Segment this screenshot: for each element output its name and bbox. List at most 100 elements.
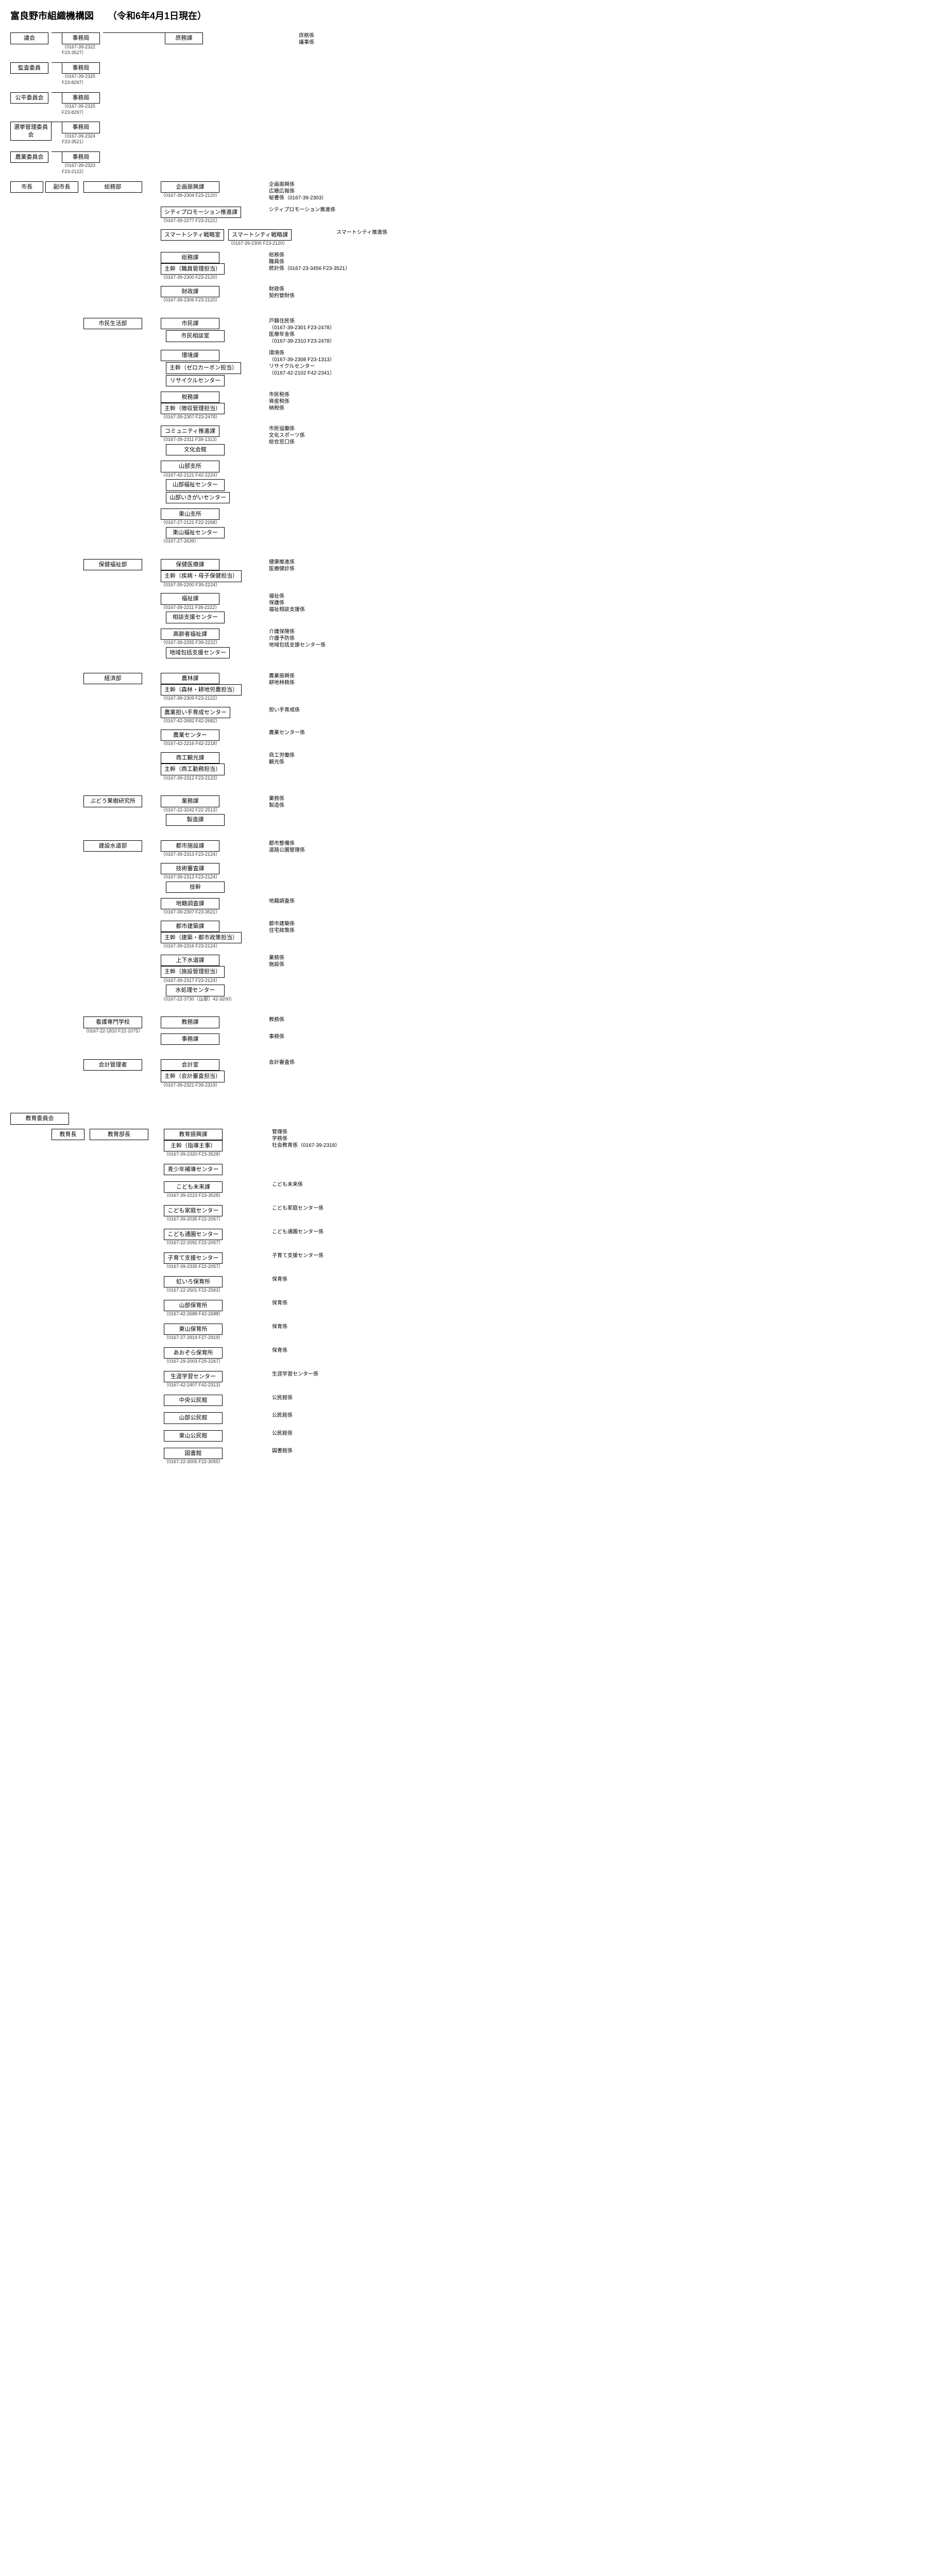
phone: （0167-39-2335 F22-2057） [164,1264,257,1270]
phone: （0167-39-2320 F23-3528） [164,1151,257,1158]
kakari: 耕地林務係 [269,680,372,686]
org-box: 市民課 [161,318,219,329]
kakari: （0167-42-2102 F42-2341） [269,370,372,377]
org-box: 虹いろ保育所 [164,1276,223,1287]
kakari: 都市整備係 [269,840,372,847]
org-box: こども通園センター [164,1229,223,1240]
org-box: 東山保育所 [164,1324,223,1335]
org-box: 庶務課 [165,32,203,44]
org-box: 山部福祉センター [166,479,225,490]
org-box: 農業担い手育成センター [161,707,230,718]
org-box: 上下水道課 [161,955,219,966]
kakari: 保育係 [272,1324,375,1330]
kakari: 総務係 [269,252,372,259]
kakari: 教務係 [269,1016,372,1023]
org-box: 高齢者福祉課 [161,629,219,640]
org-box: 会計管理者 [83,1059,142,1071]
org-box: 事務課 [161,1033,219,1045]
org-box: 山部公民館 [164,1412,223,1423]
phone: （0167-39-2211 F39-2222） [161,605,253,611]
kakari: 業務係 [269,795,372,802]
phone: （0167-39-2323 F23-2122） [62,163,103,175]
kakari: 生涯学習センター係 [272,1371,375,1378]
phone: （0167-42-2407 F42-2313） [164,1382,257,1388]
org-box: 税務課 [161,392,219,403]
org-box: 教育振興課 [164,1129,223,1140]
phone: （0167-39-2305 F23-2120） [228,241,321,247]
org-box: 議会 [10,32,48,44]
kakari: 福祉相談支援係 [269,606,372,613]
kakari: 健康推進係 [269,559,372,566]
org-box: 事務局 [62,92,100,104]
kakari: 統計係（0167-23-3456 F23-3521） [269,265,372,272]
org-box: 山部保育所 [164,1300,223,1311]
kakari: 保育係 [272,1347,375,1354]
kakari: 広聴広報係 [269,188,372,195]
org-box: 保健福祉部 [83,559,142,570]
kakari: 保護係 [269,600,372,606]
org-box: スマートシティ戦略室 [161,229,224,241]
org-box: 看護専門学校 [83,1016,142,1028]
org-box: 総務部 [83,181,142,193]
org-box: 山部支所 [161,461,219,472]
org-box: 教育長 [52,1129,84,1140]
org-box: 選挙管理委員会 [10,122,52,141]
phone: （0167-39-2300 F23-2120） [161,275,253,281]
phone: （0167-39-2321 F39-2319） [161,1082,253,1089]
kakari: 企画振興係 [269,181,372,188]
phone: （0167-39-2255 F39-2222） [161,640,253,646]
phone: （0167-42-2216 F42-2218） [161,741,253,747]
org-box: シティプロモーション推進課 [161,207,241,218]
org-box: 主幹（職員管理担当） [161,263,225,275]
kakari: 公民館係 [272,1412,375,1419]
kakari: こども家庭センター係 [272,1205,375,1212]
org-box: 財政課 [161,286,219,297]
org-box: 主幹（商工勤務担当） [161,764,225,775]
org-box: 山部いきがいセンター [166,492,230,503]
org-box: 会計室 [161,1059,219,1071]
page-title: 富良野市組織機構図 （令和6年4月1日現在） [10,10,927,22]
org-box: 農業センター [161,730,219,741]
kakari: （0167-39-2308 F23-1313） [269,357,372,363]
kakari: 住宅政策係 [269,927,372,934]
org-box: 企画振興課 [161,181,219,193]
org-box: 技幹 [166,882,225,893]
top-committees: 議会事務局（0167-39-2322 F23-3527）庶務課庶務係議事係監査委… [10,32,927,175]
phone: （0167-39-2311 F39-1313） [161,437,253,443]
kakari: 医療健診係 [269,566,372,572]
org-box: 都市施設課 [161,840,219,852]
kakari: 介護保険係 [269,629,372,635]
org-box: 文化会館 [166,444,225,455]
kakari: 契約管財係 [269,293,372,299]
phone: （0167-39-2306 F23-2120） [161,297,253,303]
org-box: 東山福祉センター [166,527,225,538]
org-box: 農業委員会 [10,151,48,163]
org-box: 経済部 [83,673,142,684]
phone: （0167-27-2639） [161,538,253,545]
kakari: 農業振興係 [269,673,372,680]
kakari: 保育係 [272,1276,375,1283]
phone: （0167-42-2688 F42-2688） [164,1311,257,1317]
kakari: シティプロモーション推進係 [269,207,372,213]
phone: （0167-22-3730（山部）42-3200） [161,996,253,1003]
kakari: 戸籍住民係 [269,318,372,325]
kakari: 都市建築係 [269,921,372,927]
org-box: 東山支所 [161,509,219,520]
org-box: 市長 [10,181,43,193]
org-box: 公平委員会 [10,92,48,104]
kakari: 観光係 [269,759,372,766]
kakari: （0167-39-2301 F23-2478） [269,325,372,331]
org-box: 主幹（疾病・母子保健担当） [161,570,242,582]
kakari: 業務係 [269,955,372,961]
org-box: 主幹（ゼロカーボン担当） [166,362,241,374]
org-box: 商工観光課 [161,752,219,764]
org-box: 副市長 [45,181,78,193]
phone: （0167-39-2313 F23-2124） [161,874,253,880]
org-box: 福祉課 [161,593,219,604]
phone: （0167-22-2091 F22-2057） [164,1240,257,1246]
phone: （0167-39-2325 F23-8297） [62,74,103,86]
org-box: あおぞら保育所 [164,1347,223,1359]
org-box: 主幹（指導主事） [164,1140,223,1151]
org-box: 事務局 [62,62,100,74]
phone: （0167-22-3005 F22-3055） [164,1459,257,1465]
